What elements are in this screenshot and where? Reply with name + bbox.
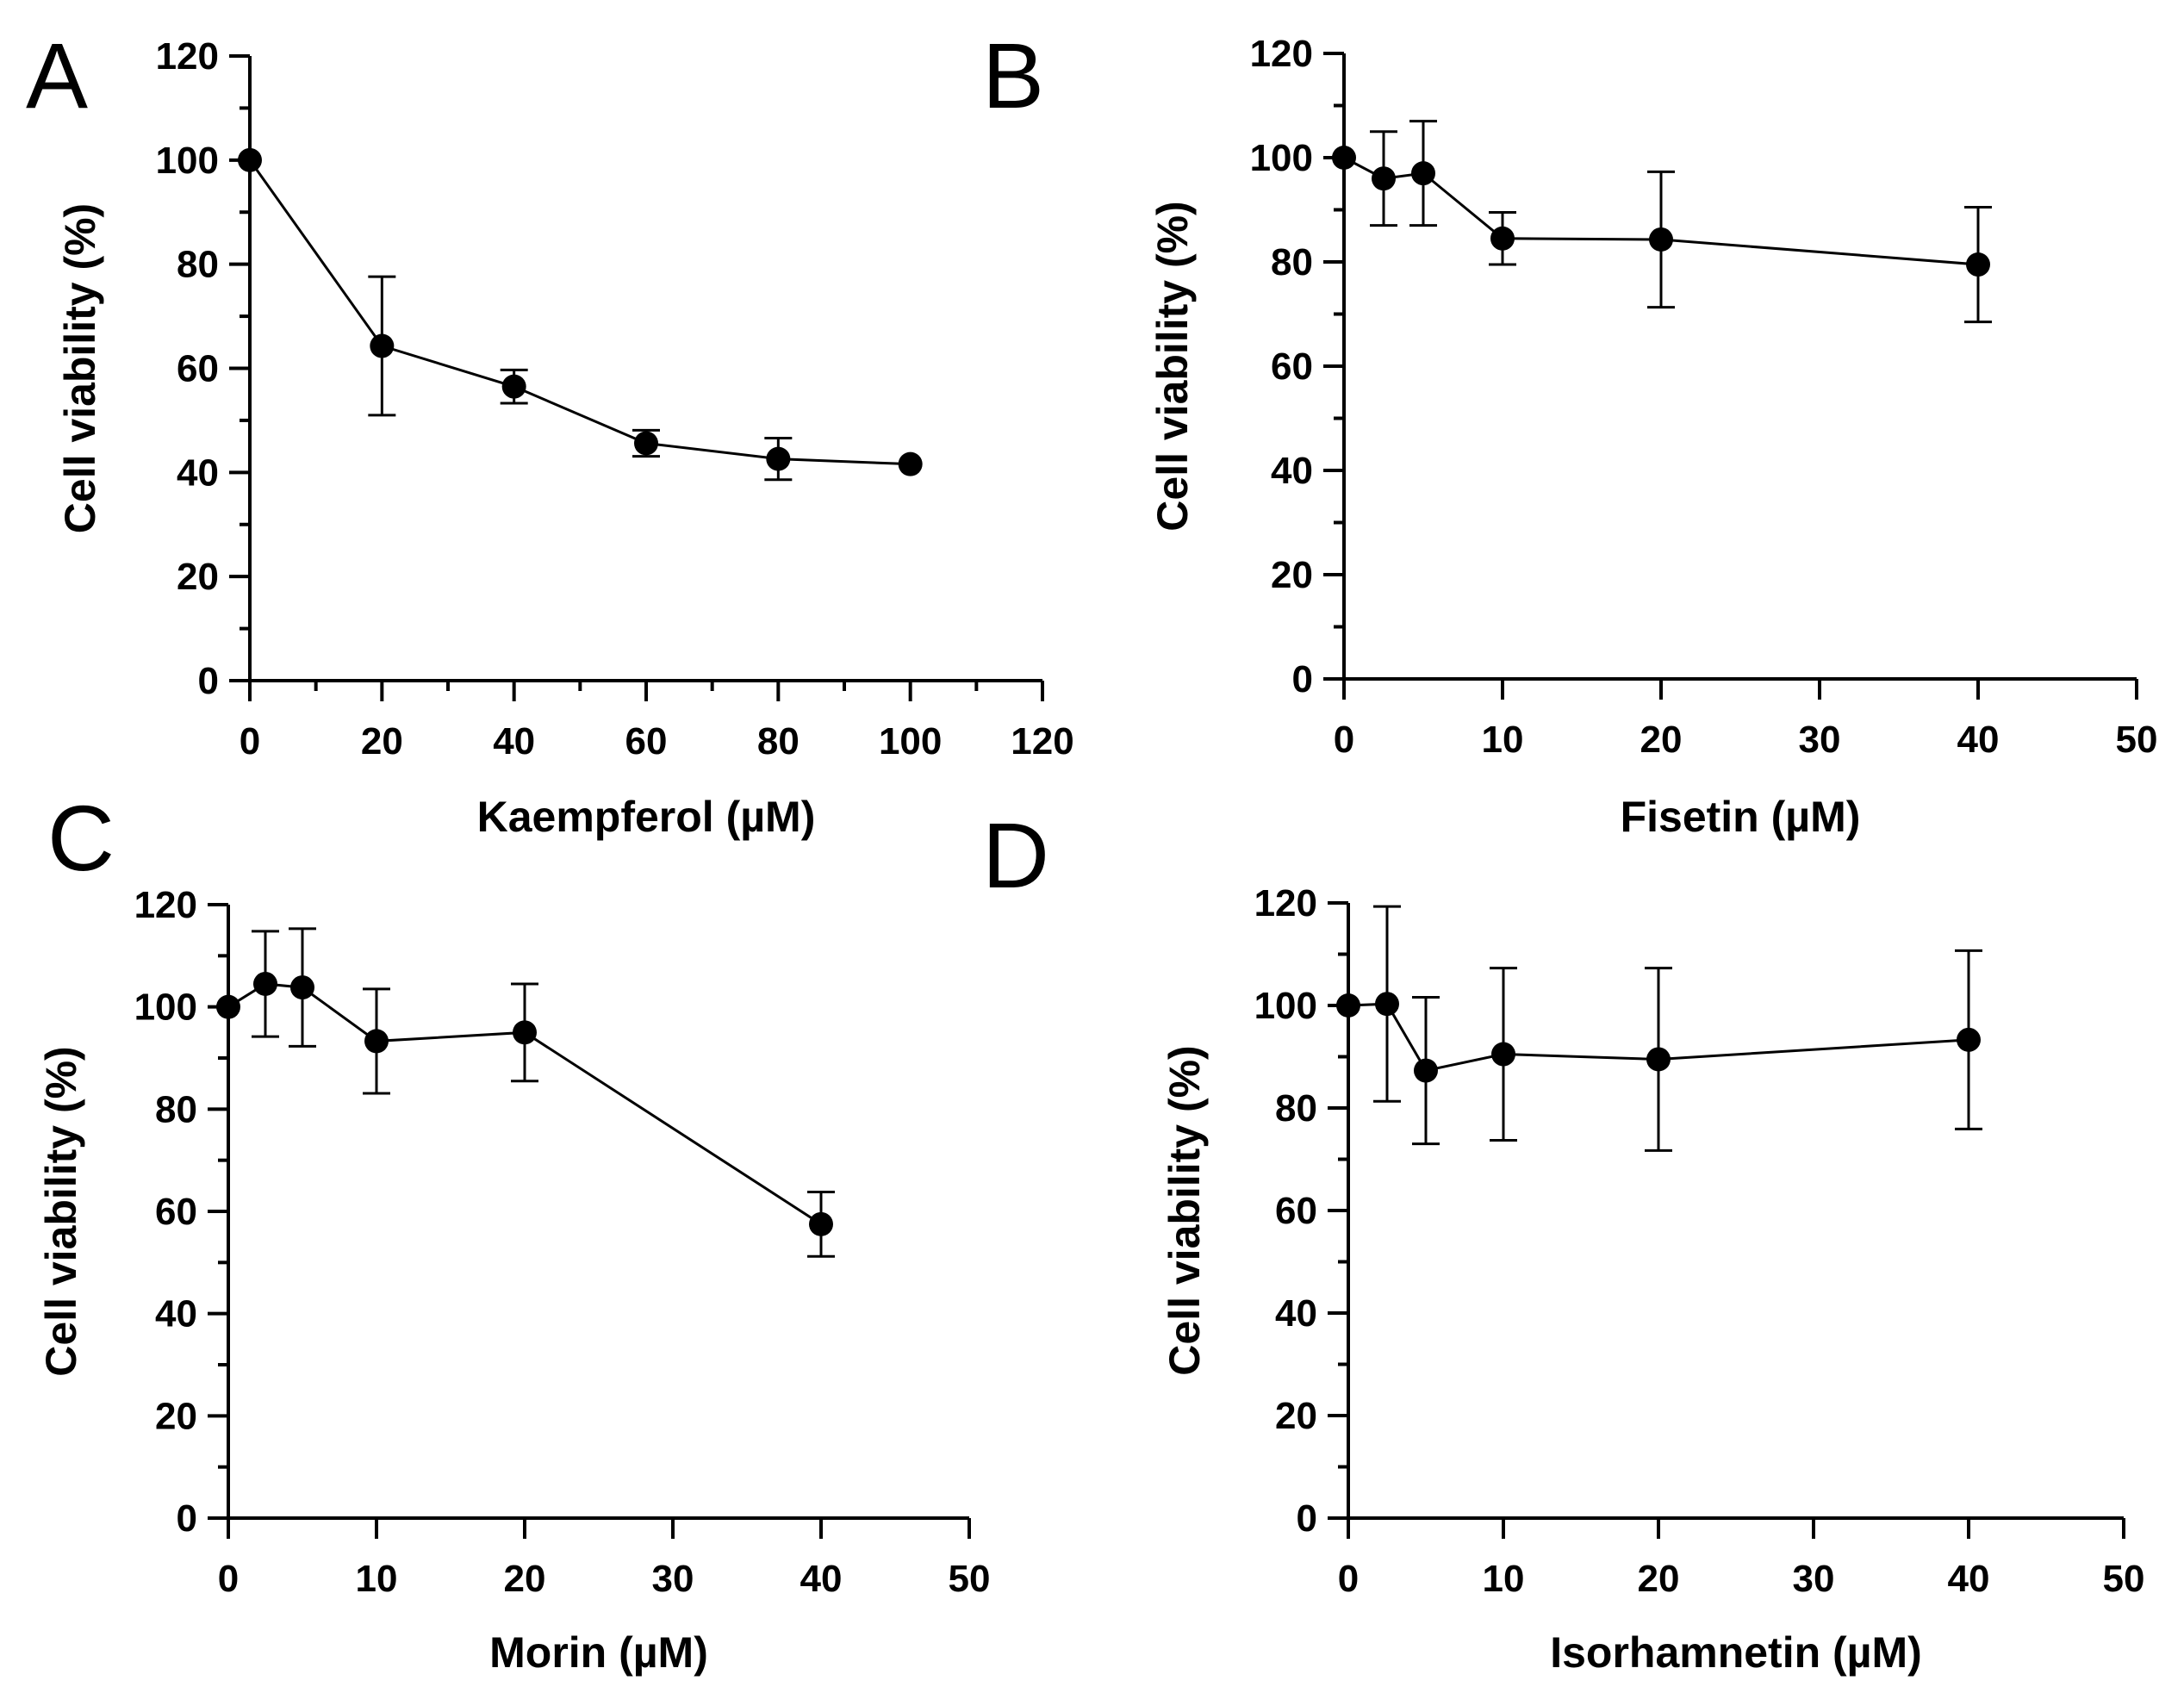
panel-d: D 0 20 40 60 80 100 120 0 10 20 30 40 50 Isorhamnetin… [982, 803, 2144, 1677]
y-tick-label: 80 [155, 1088, 197, 1130]
data-point [1490, 226, 1515, 251]
x-tick-label: 100 [879, 720, 942, 762]
x-tick-label: 10 [1483, 1558, 1525, 1600]
data-point [766, 446, 791, 471]
data-point [634, 431, 658, 456]
y-tick-label: 40 [1275, 1292, 1317, 1335]
y-axis-label: Cell viability (%) [56, 203, 104, 533]
y-tick-label: 120 [1254, 882, 1317, 924]
y-tick-label: 0 [1292, 658, 1313, 700]
x-tick-label: 50 [2116, 719, 2158, 761]
y-tick-label: 0 [1297, 1497, 1317, 1540]
data-point [1649, 227, 1673, 252]
panel-letter: C [47, 786, 115, 890]
x-tick-label: 0 [218, 1558, 239, 1600]
panel-letter: D [982, 803, 1049, 907]
data-point [898, 451, 923, 476]
data-point [1411, 161, 1435, 186]
data-point [513, 1020, 537, 1045]
x-tick-label: 60 [625, 720, 668, 762]
data-point [1372, 166, 1396, 191]
y-tick-label: 60 [1271, 345, 1313, 388]
y-tick-label: 80 [177, 244, 219, 286]
x-tick-label: 30 [1793, 1558, 1835, 1600]
x-tick-label: 80 [757, 720, 800, 762]
x-tick-label: 40 [800, 1558, 843, 1600]
data-point [501, 374, 526, 399]
y-tick-label: 40 [1271, 450, 1313, 492]
x-tick-label: 40 [1948, 1558, 1990, 1600]
y-tick-label: 120 [134, 884, 197, 926]
data-point [1957, 1027, 1981, 1052]
x-axis-label: Isorhamnetin (µM) [1550, 1628, 1922, 1677]
y-axis-label: Cell viability (%) [1160, 1045, 1209, 1375]
y-tick-label: 0 [198, 660, 219, 702]
data-point [253, 971, 277, 996]
x-tick-label: 40 [1957, 719, 2000, 761]
y-tick-label: 60 [155, 1191, 197, 1233]
data-point [364, 1029, 389, 1054]
data-point [1336, 993, 1360, 1018]
x-tick-label: 40 [493, 720, 535, 762]
y-tick-label: 120 [156, 35, 219, 78]
y-axis-label: Cell viability (%) [37, 1046, 85, 1376]
x-tick-label: 30 [1799, 719, 1841, 761]
y-tick-label: 100 [134, 987, 197, 1029]
x-tick-label: 30 [652, 1558, 694, 1600]
y-tick-label: 20 [1275, 1395, 1317, 1437]
x-tick-label: 20 [1638, 1558, 1680, 1600]
y-tick-label: 60 [1275, 1190, 1317, 1232]
x-tick-label: 0 [240, 720, 260, 762]
x-axis-label: Morin (µM) [489, 1628, 708, 1677]
panel-a: A 0 20 40 60 80 100 120 0 20 40 60 80 100 120 Kaempfer… [26, 23, 1074, 841]
x-tick-label: 0 [1334, 719, 1354, 761]
x-tick-label: 20 [504, 1558, 546, 1600]
x-axis-label: Kaempferol (µM) [477, 793, 816, 841]
data-point [290, 975, 314, 1000]
data-point [809, 1211, 833, 1236]
y-tick-label: 20 [177, 556, 219, 598]
y-tick-label: 80 [1275, 1087, 1317, 1130]
panel-letter: A [26, 23, 88, 128]
x-axis-label: Fisetin (µM) [1621, 793, 1861, 841]
y-tick-label: 0 [177, 1497, 197, 1540]
panel-letter: B [982, 23, 1044, 128]
x-tick-label: 50 [949, 1558, 991, 1600]
y-tick-label: 100 [1250, 137, 1313, 179]
data-point [238, 147, 262, 172]
y-tick-label: 60 [177, 348, 219, 390]
data-point [216, 994, 240, 1019]
y-tick-label: 40 [177, 451, 219, 494]
x-tick-label: 10 [1482, 719, 1524, 761]
y-tick-label: 100 [156, 140, 219, 182]
x-tick-label: 20 [361, 720, 403, 762]
x-tick-label: 10 [356, 1558, 398, 1600]
y-tick-label: 40 [155, 1293, 197, 1335]
x-tick-label: 50 [2103, 1558, 2145, 1600]
data-point [1375, 992, 1399, 1017]
y-tick-label: 80 [1271, 241, 1313, 283]
data-point [1332, 146, 1356, 170]
y-axis-label: Cell viability (%) [1148, 201, 1197, 531]
panel-c: C 0 20 40 60 80 100 120 0 10 20 30 40 50 Morin (µM) Ce… [37, 786, 990, 1677]
x-tick-label: 20 [1640, 719, 1683, 761]
panel-b: B 0 20 40 60 80 100 120 0 10 20 30 40 50 Fisetin (µM)… [982, 23, 2157, 841]
series-line [248, 159, 911, 466]
y-tick-label: 20 [155, 1395, 197, 1437]
y-tick-label: 120 [1250, 33, 1313, 75]
data-point [370, 333, 395, 358]
data-point [1491, 1042, 1515, 1067]
data-point [1646, 1047, 1671, 1072]
y-tick-label: 100 [1254, 985, 1317, 1027]
y-tick-label: 20 [1271, 554, 1313, 596]
x-tick-label: 120 [1011, 720, 1073, 762]
data-point [1414, 1058, 1438, 1083]
data-point [1966, 252, 1990, 277]
x-tick-label: 0 [1338, 1558, 1359, 1600]
